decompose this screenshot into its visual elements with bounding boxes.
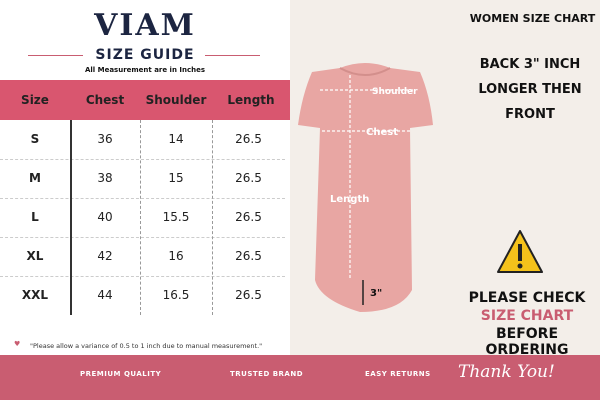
cell: 14 xyxy=(168,132,184,146)
cell: 36 xyxy=(97,132,113,146)
warning-icon xyxy=(497,230,543,273)
footer-item: TRUSTED BRAND xyxy=(230,370,304,378)
rule xyxy=(205,55,260,56)
note: All Measurement are in Inches xyxy=(84,66,206,74)
size-cell: XXL xyxy=(21,288,49,302)
size-cell: M xyxy=(29,171,41,185)
column-divider xyxy=(70,120,72,315)
footer-item: EASY RETURNS xyxy=(365,370,431,378)
column-header: Length xyxy=(212,80,290,120)
tshirt xyxy=(298,63,433,312)
subtitle: SIZE GUIDE xyxy=(95,47,195,63)
warning-3: BEFORE ORDERING xyxy=(485,326,569,358)
thanks: Thank You! xyxy=(458,362,555,382)
row-divider xyxy=(0,159,285,160)
footnote: "Please allow a variance of 0.5 to 1 inc… xyxy=(30,342,263,350)
brand: VIAM xyxy=(94,8,196,43)
size-cell: S xyxy=(30,132,40,146)
cell: 40 xyxy=(97,210,113,224)
row-divider xyxy=(0,276,285,277)
back-note: BACK 3" INCH LONGER THEN FRONT xyxy=(478,57,582,122)
heart-icon: ♥ xyxy=(14,340,21,348)
cell: 38 xyxy=(97,171,113,185)
footer-item: PREMIUM QUALITY xyxy=(80,370,162,378)
cell: 15.5 xyxy=(162,210,190,224)
footer-band xyxy=(0,355,600,400)
cell: 26.5 xyxy=(235,132,262,146)
left-panel xyxy=(0,0,290,355)
cell: 44 xyxy=(97,288,113,302)
column-divider xyxy=(140,120,141,315)
column-header: Shoulder xyxy=(140,80,212,120)
chest-label: Chest xyxy=(366,127,398,138)
cell: 16.5 xyxy=(162,288,190,302)
column-divider xyxy=(212,120,213,315)
cell: 26.5 xyxy=(235,171,262,185)
size-cell: L xyxy=(31,210,39,224)
collar xyxy=(339,67,391,76)
length-label: Length xyxy=(330,194,369,205)
hem-label: 3" xyxy=(370,288,382,299)
column-header: Size xyxy=(0,80,70,120)
row-divider xyxy=(0,237,285,238)
cell: 26.5 xyxy=(235,288,262,302)
cell: 42 xyxy=(97,249,113,263)
cell: 26.5 xyxy=(235,210,262,224)
rule xyxy=(28,55,83,56)
shoulder-label: Shoulder xyxy=(372,87,418,97)
tshirt-diagram: Shoulder Chest Length 3" xyxy=(298,63,433,312)
right-title: WOMEN SIZE CHART xyxy=(469,12,596,25)
row-divider xyxy=(0,198,285,199)
cell: 26.5 xyxy=(235,249,262,263)
size-cell: XL xyxy=(26,249,44,263)
warning-1: PLEASE CHECK xyxy=(468,290,586,306)
cell: 16 xyxy=(168,249,184,263)
column-header: Chest xyxy=(70,80,140,120)
cell: 15 xyxy=(168,171,184,185)
warning-2: SIZE CHART xyxy=(480,308,574,324)
measure-lines xyxy=(320,75,415,280)
